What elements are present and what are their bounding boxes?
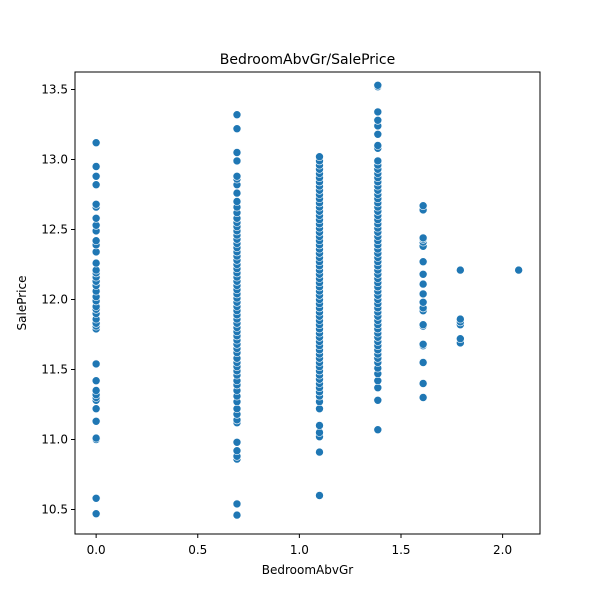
y-tick-label: 11.0 <box>41 433 68 447</box>
data-point <box>456 265 465 275</box>
data-point <box>91 180 101 189</box>
data-point <box>373 130 383 139</box>
data-point <box>418 297 428 307</box>
plot-frame <box>74 71 541 535</box>
data-point <box>91 416 101 426</box>
data-point <box>91 162 101 171</box>
data-point <box>373 107 383 117</box>
data-point <box>373 395 383 405</box>
data-point <box>91 376 101 386</box>
data-point <box>418 257 428 267</box>
data-point <box>373 156 383 166</box>
y-tick-label: 13.5 <box>41 83 68 97</box>
data-point <box>91 404 101 414</box>
data-point <box>315 152 324 161</box>
data-point <box>91 386 101 395</box>
data-point <box>91 433 101 443</box>
y-tick-label: 10.5 <box>41 503 68 517</box>
data-point <box>232 446 242 456</box>
data-point <box>418 289 428 299</box>
y-tick-label: 13.0 <box>41 153 68 167</box>
data-point <box>232 148 242 157</box>
data-point <box>232 197 242 206</box>
data-point <box>418 393 428 402</box>
data-point <box>418 339 428 349</box>
data-point <box>91 200 101 209</box>
x-axis-label: BedroomAbvGr <box>262 563 354 577</box>
data-point <box>373 81 383 90</box>
y-axis-ticks: 10.5 11.0 11.5 12.0 12.5 13.0 13.5 <box>41 83 75 517</box>
data-point <box>418 320 428 330</box>
data-point <box>91 236 101 245</box>
data-point <box>456 334 465 344</box>
data-point <box>418 379 428 388</box>
data-point <box>418 279 428 289</box>
data-point <box>418 201 428 210</box>
data-point <box>315 491 324 500</box>
data-point <box>315 421 324 430</box>
data-point <box>91 172 101 181</box>
data-point <box>91 214 101 223</box>
data-points <box>91 81 523 520</box>
data-point <box>373 116 383 125</box>
data-point <box>232 172 242 181</box>
data-point <box>514 265 523 275</box>
chart-title: BedroomAbvGr/SalePrice <box>220 52 396 68</box>
data-point <box>418 233 428 243</box>
data-point <box>232 124 242 133</box>
data-point <box>418 269 428 279</box>
data-point <box>232 110 242 119</box>
data-point <box>91 258 101 268</box>
y-tick-label: 12.5 <box>41 223 68 237</box>
data-point <box>373 425 383 435</box>
x-axis-ticks: 0.0 0.5 1.0 1.5 2.0 <box>87 534 512 557</box>
data-point <box>373 141 383 150</box>
y-axis-label: SalePrice <box>15 276 29 331</box>
data-point <box>418 358 428 367</box>
data-point <box>315 447 324 457</box>
x-tick-label: 1.0 <box>290 543 309 557</box>
x-tick-label: 1.5 <box>391 543 410 557</box>
y-tick-label: 11.5 <box>41 363 68 377</box>
data-point <box>232 188 242 198</box>
data-point <box>232 510 242 520</box>
data-point <box>91 509 101 519</box>
data-point <box>232 156 242 166</box>
y-tick-label: 12.0 <box>41 293 68 307</box>
data-point <box>91 493 101 503</box>
data-point <box>456 314 465 324</box>
x-tick-label: 0.0 <box>87 543 106 557</box>
data-point <box>91 359 101 369</box>
x-tick-label: 2.0 <box>493 543 512 557</box>
x-tick-label: 0.5 <box>188 543 207 557</box>
data-point <box>232 437 242 447</box>
data-point <box>232 499 242 509</box>
data-point <box>91 138 101 147</box>
